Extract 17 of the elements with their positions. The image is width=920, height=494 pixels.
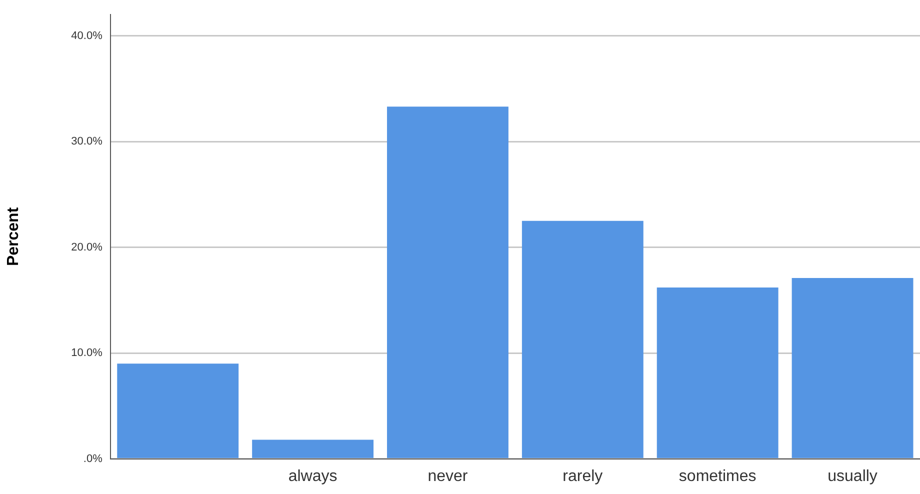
x-tick-label: always	[288, 468, 338, 485]
bar	[252, 440, 374, 458]
bar	[522, 220, 644, 458]
bar	[792, 278, 914, 458]
y-tick-label: 40.0%	[71, 30, 103, 42]
bar	[656, 287, 778, 458]
x-tick-label: never	[428, 468, 468, 485]
bar	[387, 106, 508, 458]
x-tick-label: rarely	[562, 468, 603, 485]
y-tick-label: 10.0%	[71, 347, 103, 360]
y-tick-label: 20.0%	[71, 241, 103, 254]
y-axis-title: Percent	[5, 206, 22, 266]
x-tick-label: usually	[828, 468, 878, 485]
bar	[117, 364, 239, 458]
x-tick-label: sometimes	[678, 468, 756, 485]
y-tick-label: 30.0%	[71, 136, 103, 148]
y-tick-label: .0%	[83, 452, 103, 465]
